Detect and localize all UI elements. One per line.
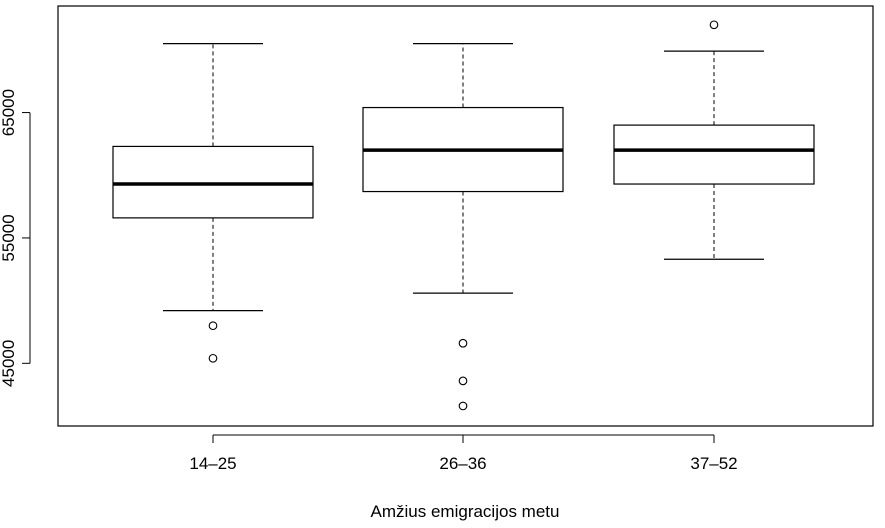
box-group — [613, 20, 815, 260]
outlier-point — [208, 321, 218, 331]
outlier-point — [458, 401, 468, 411]
box-group — [362, 43, 564, 411]
outlier-point — [208, 353, 218, 363]
x-axis: 14–25 26–36 37–52 — [189, 434, 738, 473]
x-tick-label: 14–25 — [189, 454, 236, 473]
iqr-box — [613, 124, 815, 185]
outlier-point — [709, 20, 719, 30]
plot-frame — [57, 5, 874, 427]
box-group — [112, 43, 314, 363]
x-tick-label: 26–36 — [439, 454, 486, 473]
y-tick-label: 65000 — [0, 89, 18, 136]
x-axis-title: Amžius emigracijos metu — [371, 502, 560, 521]
x-tick-label: 37–52 — [690, 454, 737, 473]
y-tick-label: 45000 — [0, 340, 18, 387]
y-tick-label: 55000 — [0, 214, 18, 261]
boxes-layer — [112, 20, 815, 411]
y-axis: 45000 55000 65000 — [0, 89, 31, 387]
iqr-box — [112, 145, 314, 219]
outlier-point — [458, 338, 468, 348]
outlier-point — [458, 376, 468, 386]
